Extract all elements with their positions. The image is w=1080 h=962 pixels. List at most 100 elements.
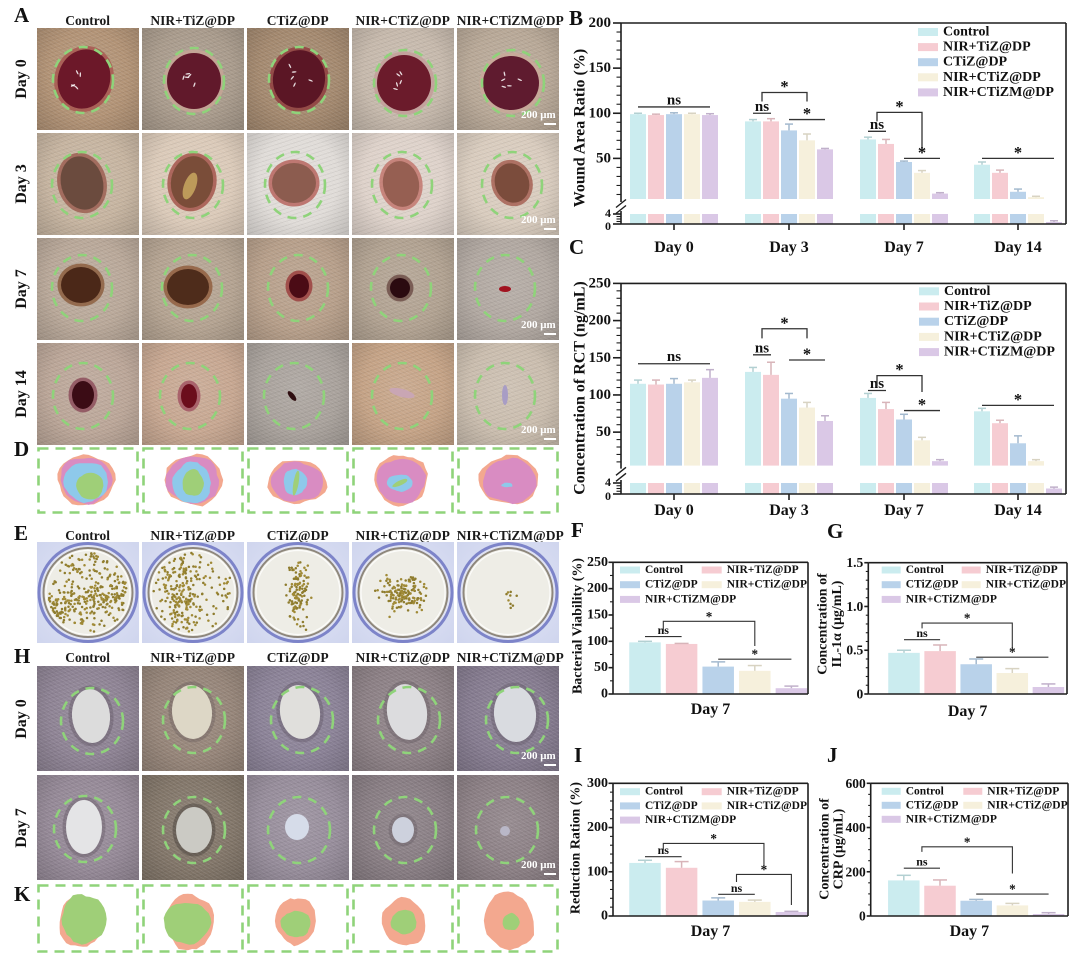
bacterial-colony <box>403 595 406 599</box>
bacterial-colony <box>181 614 184 617</box>
bacterial-colony <box>303 587 307 590</box>
bacterial-colony <box>92 597 96 600</box>
legend-label: NIR+CTiZ@DP <box>727 579 807 591</box>
bar-nir-tiz-dp-day-7-lower-segment <box>878 214 894 224</box>
bacterial-colony <box>98 572 101 575</box>
bar-nir-ctiz-dp-day-7 <box>914 172 930 199</box>
y-tick-label: 250 <box>589 275 612 291</box>
bacterial-colony <box>92 563 96 566</box>
legend-label: NIR+TiZ@DP <box>986 564 1058 576</box>
bacterial-colony <box>400 598 404 602</box>
legend-swatch <box>963 787 983 795</box>
bacterial-colony <box>296 564 299 568</box>
bacterial-colony <box>191 593 194 596</box>
bacterial-colony <box>397 605 400 609</box>
bacterial-colony <box>173 615 177 619</box>
bacterial-colony <box>378 579 382 583</box>
bacterial-colony <box>164 576 167 579</box>
column-header: NIR+CTiZ@DP <box>355 12 450 28</box>
scale-bar: 200 μm <box>521 860 556 875</box>
wound-photo <box>351 238 454 341</box>
bacterial-colony <box>412 588 415 592</box>
bacterial-colony <box>401 592 405 596</box>
bacterial-colony <box>173 557 176 561</box>
bar-nir-ctizm-dp-day-3-lower-segment <box>817 214 833 224</box>
bacterial-colony <box>71 580 74 583</box>
bacterial-colony <box>411 601 415 605</box>
bacterial-colony <box>93 589 97 593</box>
bacterial-colony <box>61 597 64 601</box>
implant-area <box>386 684 427 740</box>
implant-photo <box>141 666 244 771</box>
bacterial-colony <box>63 612 67 616</box>
bacterial-colony <box>306 582 309 585</box>
bacterial-colony <box>299 574 302 577</box>
bar-nir-tiz-dp-day-7 <box>878 143 894 199</box>
bacterial-colony <box>175 584 178 588</box>
y-axis-title: IL-1α (μg/mL) <box>830 580 845 667</box>
legend-swatch <box>881 815 901 823</box>
chart-panel-J: J 0 200 400 600 Day 7 Concentration of CRP (μg/… <box>818 743 1069 940</box>
dashed-wound-outline <box>474 795 539 865</box>
legend-label: NIR+CTiZ@DP <box>727 800 807 812</box>
axis-break-mark <box>615 472 627 482</box>
bacterial-colony <box>218 583 221 587</box>
dish-inner-ring <box>360 549 446 636</box>
wound-photo <box>36 343 139 446</box>
bacterial-colony <box>295 622 299 626</box>
bacterial-colony <box>174 603 178 606</box>
bacterial-colony <box>515 594 518 598</box>
dashed-wound-outline <box>161 795 226 865</box>
bar-nir-ctizm-dp-day-7-lower-segment <box>932 483 948 494</box>
bacterial-colony <box>101 605 104 609</box>
bacterial-colony <box>188 594 191 598</box>
implant-photo <box>246 666 349 771</box>
bacterial-colony <box>300 587 304 590</box>
bacterial-colony <box>72 566 76 570</box>
dish-inner-ring <box>150 549 236 636</box>
bacterial-colony <box>103 606 107 609</box>
bacterial-colony <box>177 613 181 617</box>
bacterial-colony <box>181 561 184 565</box>
x-tick-label: Day 14 <box>994 239 1042 256</box>
legend-swatch <box>881 595 901 603</box>
significance-bracket <box>876 374 923 392</box>
bacterial-colony <box>304 628 307 631</box>
bacterial-colony <box>300 571 303 575</box>
bar-ctiz-dp-day-3 <box>781 398 797 466</box>
wound-photo <box>246 238 349 341</box>
dashed-wound-outline <box>160 253 223 323</box>
bacterial-colony <box>111 616 115 620</box>
bacterial-colony <box>62 595 66 599</box>
bacterial-colony <box>96 600 100 604</box>
dashed-wound-outline <box>50 253 113 323</box>
bacterial-colony <box>203 583 206 586</box>
bacterial-colony <box>55 603 58 606</box>
bacterial-colony <box>189 570 192 573</box>
photo-overlay <box>369 253 432 323</box>
y-tick-label: 50 <box>596 150 611 166</box>
bar-nir-tiz-dp-day-14-lower-segment <box>992 483 1008 494</box>
legend-swatch <box>881 581 901 589</box>
bar-nir-tiz-dp-day-14-lower-segment <box>992 214 1008 224</box>
row-label: Day 0 <box>13 59 30 100</box>
dashed-wound-outline <box>370 150 433 220</box>
trace-day-14 <box>292 470 300 496</box>
wound-area <box>272 50 325 109</box>
bacterial-colony <box>210 586 213 589</box>
bacterial-colony <box>78 602 81 605</box>
legend-swatch <box>620 595 640 603</box>
legend-swatch <box>881 801 901 809</box>
bar-nir-ctizm-dp-day-7 <box>775 912 808 916</box>
implant-photo: 200 μm <box>456 775 559 880</box>
bacterial-colony <box>108 574 111 578</box>
bar-nir-tiz-dp-day-0-lower-segment <box>648 483 664 494</box>
significance-ns-label: ns <box>916 626 928 640</box>
scale-bar: 200 μm <box>521 425 556 441</box>
bar-ctiz-dp-day-7-lower-segment <box>896 483 912 494</box>
dashed-wound-outline <box>263 150 326 220</box>
wound-photo <box>351 28 454 131</box>
agar-plate <box>252 547 344 638</box>
bacterial-colony <box>69 602 72 606</box>
bacterial-colony <box>88 606 92 609</box>
